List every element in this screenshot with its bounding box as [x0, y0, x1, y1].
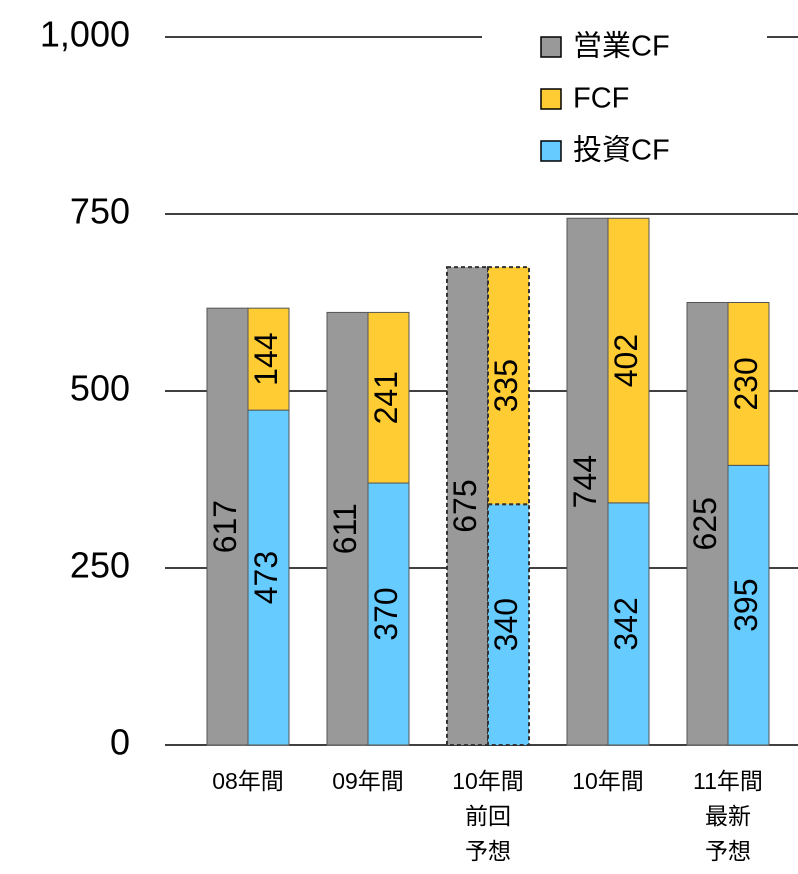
bar: [686, 302, 729, 746]
x-tick-label: 前回: [465, 803, 511, 829]
value-label: 342: [608, 597, 644, 650]
legend-swatch: [540, 36, 562, 58]
value-label: 611: [327, 503, 363, 554]
y-tick-label: 1,000: [40, 14, 130, 55]
legend-box: [482, 15, 767, 170]
value-label: 744: [567, 455, 603, 508]
bar: [206, 307, 249, 746]
legend-label: FCF: [573, 83, 629, 115]
bar: [247, 307, 290, 411]
bar: [487, 266, 530, 506]
legend-label: 営業CF: [573, 30, 670, 63]
bar: [247, 409, 290, 746]
value-label: 617: [207, 500, 243, 553]
x-tick-label: 10年間: [572, 768, 644, 794]
y-tick-label: 750: [70, 191, 130, 232]
bar: [326, 311, 369, 746]
bar: [607, 217, 650, 504]
bar: [367, 311, 410, 484]
value-label: 144: [248, 332, 284, 385]
y-tick-label: 500: [70, 368, 130, 409]
value-label: 370: [368, 587, 404, 640]
value-label: 473: [248, 551, 284, 604]
value-label: 395: [728, 578, 764, 631]
value-label: 402: [608, 334, 644, 387]
x-tick-label: 10年間: [452, 768, 524, 794]
legend-swatch: [540, 140, 562, 162]
bar: [487, 503, 530, 746]
legend-label: 投資CF: [573, 134, 670, 167]
y-tick-label: 250: [70, 545, 130, 586]
value-label: 625: [687, 497, 723, 550]
bar: [446, 266, 489, 746]
bar: [727, 464, 770, 746]
x-tick-label: 予想: [465, 838, 511, 864]
bar: [727, 302, 770, 466]
value-label: 241: [368, 371, 404, 424]
value-label: 230: [728, 357, 764, 410]
x-tick-label: 08年間: [212, 768, 284, 794]
bar: [607, 502, 650, 746]
x-tick-label: 予想: [705, 838, 751, 864]
x-tick-label: 09年間: [332, 768, 404, 794]
value-label: 335: [488, 359, 524, 412]
value-label: 675: [447, 479, 483, 532]
x-tick-label: 11年間: [693, 768, 763, 794]
value-label: 340: [488, 598, 524, 651]
bar: [566, 217, 609, 746]
x-tick-label: 最新: [705, 803, 751, 829]
legend-swatch: [540, 88, 562, 110]
y-tick-label: 0: [110, 722, 130, 763]
